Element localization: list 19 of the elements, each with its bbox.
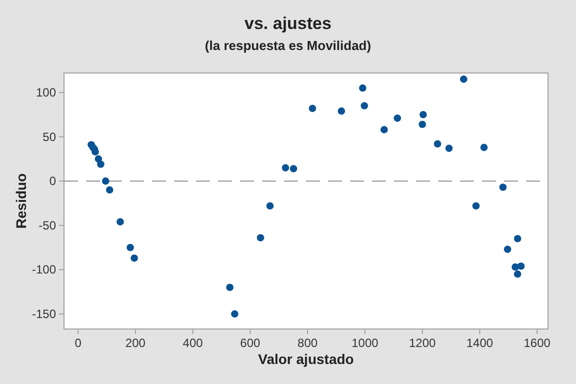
x-tick-label: 400	[182, 336, 204, 350]
x-tick-label: 1000	[352, 336, 379, 350]
y-tick-label: 0	[49, 174, 56, 188]
x-tick-label: 0	[74, 336, 82, 350]
y-tick-label: 50	[42, 130, 56, 144]
y-axis-title: Residuo	[13, 173, 29, 229]
x-tick-label: 1400	[466, 336, 494, 350]
y-tick-label: -150	[32, 306, 56, 321]
x-tick-label: 200	[125, 336, 146, 350]
y-tick-label: -50	[38, 218, 56, 232]
x-axis-title: Valor ajustado	[258, 351, 354, 367]
x-tick-label: 1600	[524, 336, 551, 350]
y-tick-label: -100	[32, 262, 56, 277]
y-tick-label: 100	[36, 85, 56, 100]
x-tick-label: 800	[298, 336, 318, 350]
x-tick-label: 600	[240, 336, 261, 350]
chart-title: vs. ajustes	[244, 14, 332, 33]
x-tick-label: 1200	[408, 336, 436, 350]
chart-subtitle: (la respuesta es Movilidad)	[204, 38, 372, 53]
